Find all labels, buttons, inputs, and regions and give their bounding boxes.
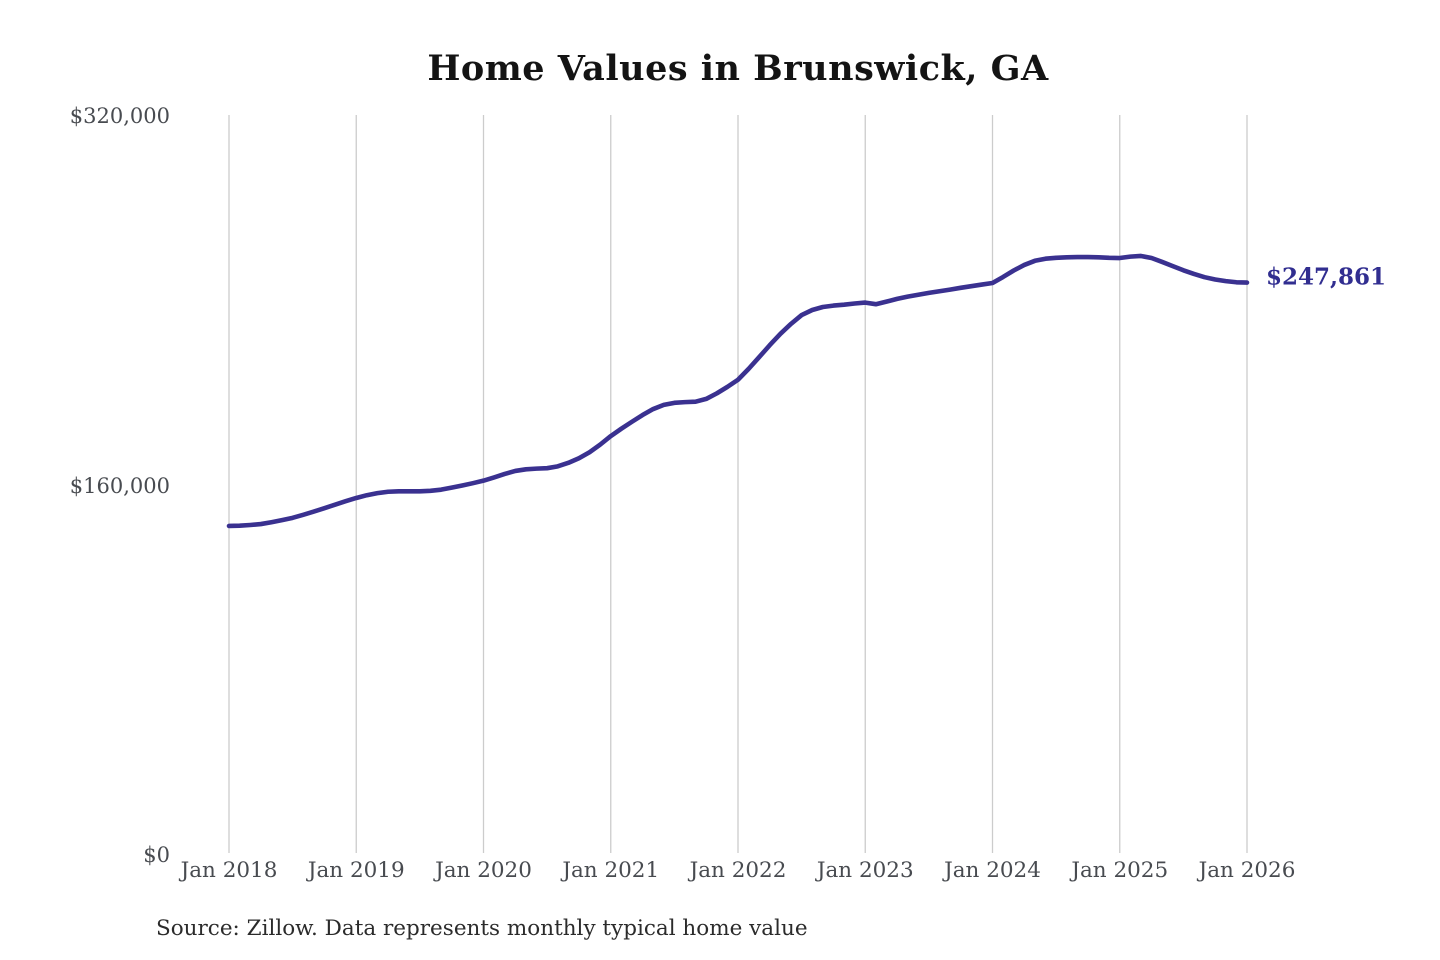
end-value-label: $247,861 — [1266, 263, 1387, 291]
source-note: Source: Zillow. Data represents monthly … — [156, 916, 808, 941]
chart-title: Home Values in Brunswick, GA — [427, 48, 1049, 89]
home-value-line — [226, 253, 1250, 529]
